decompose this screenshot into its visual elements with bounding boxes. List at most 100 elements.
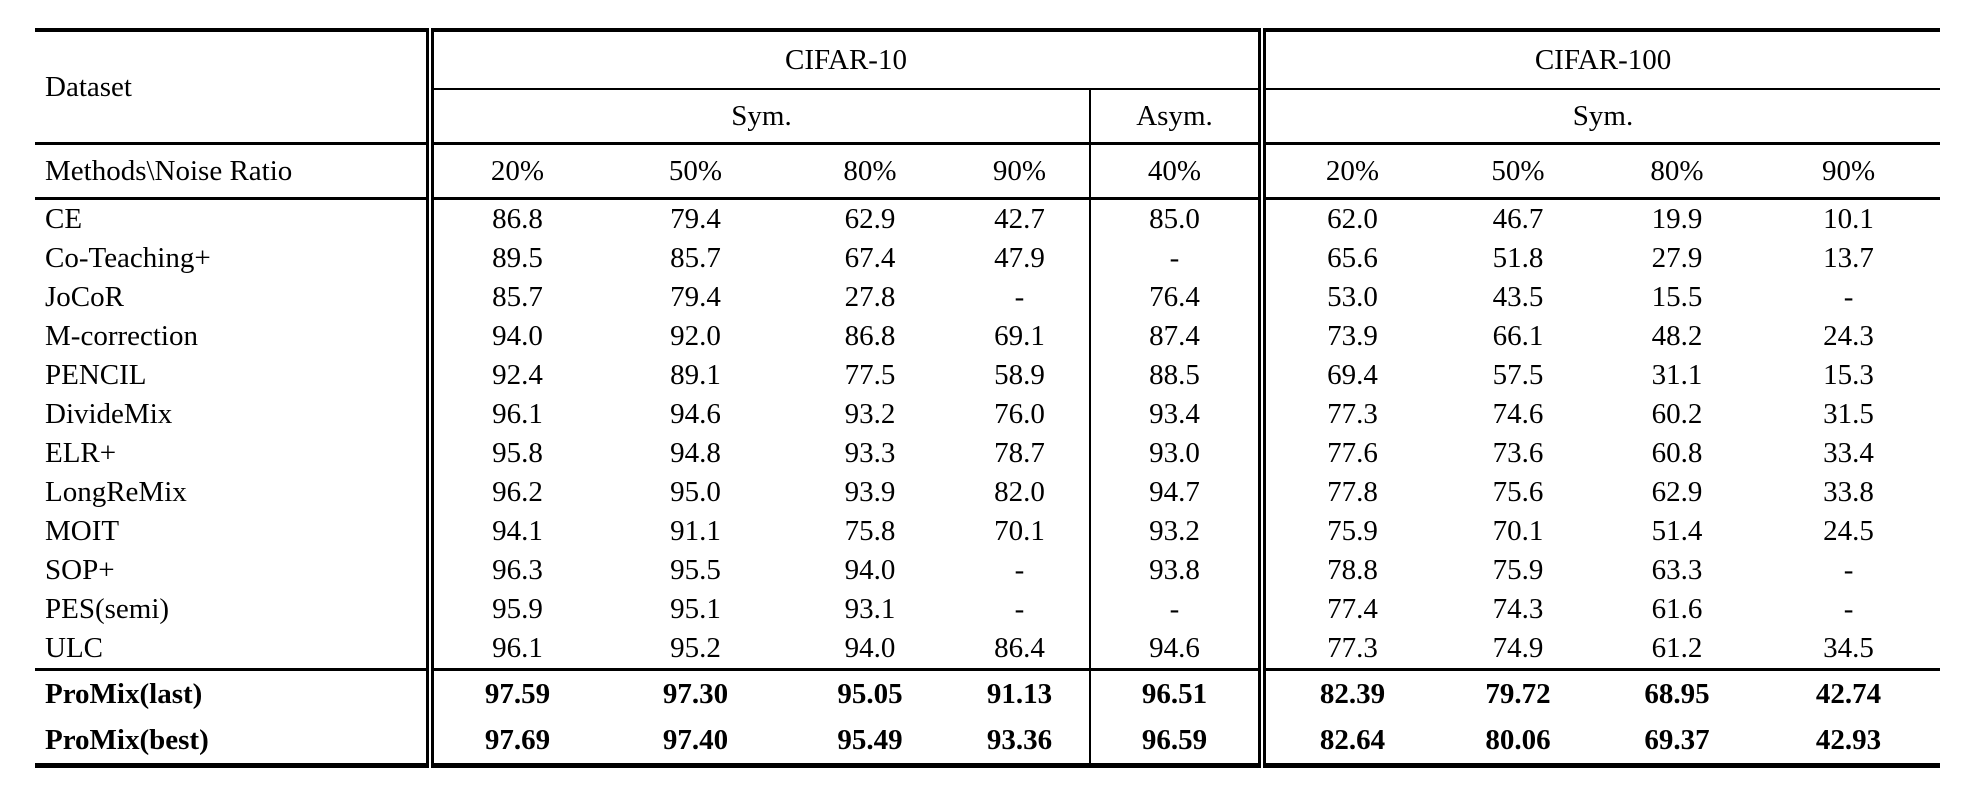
value-cell: 87.4 bbox=[1089, 317, 1262, 356]
value-cell: 61.2 bbox=[1651, 632, 1703, 664]
method-result-row: PENCIL 92.4 89.1 77.5 58.9 88.5 69.4 57.5 31.1 15… bbox=[35, 356, 1940, 395]
method-result-row: MOIT 94.1 91.1 75.8 70.1 93.2 75.9 70.1 51.4 24.5 bbox=[35, 512, 1940, 551]
methods-noise-ratio-label: Methods\Noise Ratio bbox=[35, 143, 430, 200]
value-cell: 48.2 bbox=[1651, 320, 1703, 352]
method-name-cell: JoCoR bbox=[45, 281, 124, 313]
value-cell: 95.49 bbox=[837, 723, 903, 756]
value-cell: 85.0 bbox=[1089, 198, 1262, 239]
value-cell: 94.7 bbox=[1089, 473, 1262, 512]
value-cell: 77.8 bbox=[1258, 473, 1439, 512]
value-cell: 96.59 bbox=[1089, 717, 1262, 766]
value-cell: 75.9 bbox=[1258, 512, 1439, 551]
value-cell: - bbox=[1014, 593, 1025, 625]
value-cell: 15.3 bbox=[1823, 359, 1874, 391]
value-cell: 46.7 bbox=[1492, 203, 1544, 235]
value-cell: 89.1 bbox=[670, 359, 721, 391]
value-cell: - bbox=[1089, 590, 1262, 629]
value-cell: 76.0 bbox=[994, 398, 1045, 430]
value-cell: 24.5 bbox=[1823, 515, 1874, 547]
value-cell: - bbox=[1843, 554, 1854, 586]
value-cell: 92.4 bbox=[426, 356, 601, 395]
value-cell: 95.1 bbox=[670, 593, 721, 625]
value-cell: 75.9 bbox=[1492, 554, 1544, 586]
header-row-datasets: Dataset CIFAR-10 CIFAR-100 bbox=[35, 30, 1941, 145]
method-result-row: PES(semi) 95.9 95.1 93.1- -77.4 74.3 61.6- bbox=[35, 590, 1940, 629]
value-cell: 75.6 bbox=[1492, 476, 1544, 508]
value-cell: 94.6 bbox=[670, 398, 721, 430]
value-cell: 31.5 bbox=[1823, 398, 1874, 430]
value-cell: 79.4 bbox=[670, 281, 721, 313]
method-name-cell: SOP+ bbox=[45, 554, 115, 586]
value-cell: 63.3 bbox=[1651, 554, 1703, 586]
value-cell: 95.0 bbox=[670, 476, 721, 508]
value-cell: 27.9 bbox=[1651, 242, 1703, 274]
subgroup-cifar10-sym: Sym. bbox=[426, 89, 1090, 145]
value-cell: 78.8 bbox=[1258, 551, 1439, 590]
value-cell: 77.5 bbox=[844, 359, 896, 391]
method-result-row: SOP+ 96.3 95.5 94.0 - 93.8 78.8 75.9 63.3 - bbox=[35, 551, 1940, 590]
value-cell: 77.6 bbox=[1258, 434, 1439, 473]
value-cell: 73.9 bbox=[1258, 317, 1439, 356]
method-result-row: LongReMix 96.2 95.0 93.9 82.0 94.7 77.8 75.6 62.… bbox=[35, 473, 1940, 512]
method-name-cell: MOIT bbox=[45, 515, 120, 547]
value-cell: 10.1 bbox=[1823, 203, 1874, 235]
value-cell: 93.9 bbox=[844, 476, 896, 508]
value-cell: 96.1 bbox=[426, 395, 601, 434]
value-cell: 94.0 bbox=[844, 554, 896, 586]
value-cell: 70.1 bbox=[994, 515, 1045, 547]
value-cell: 94.6 bbox=[1089, 629, 1262, 670]
value-cell: 94.8 bbox=[670, 437, 721, 469]
noise-ratio-c10-20: 20% bbox=[426, 143, 601, 200]
value-cell: 74.6 bbox=[1492, 398, 1544, 430]
value-cell: 93.8 bbox=[1089, 551, 1262, 590]
method-result-row: DivideMix 96.1 94.6 93.2 76.0 93.4 77.3 74.6 60.… bbox=[35, 395, 1940, 434]
value-cell: 61.6 bbox=[1651, 593, 1703, 625]
value-cell: 51.8 bbox=[1492, 242, 1544, 274]
value-cell: 51.4 bbox=[1651, 515, 1703, 547]
header-row-noise-ratios: Methods\Noise Ratio 20% 50% 80% 90% 40% … bbox=[35, 143, 1941, 200]
value-cell: 33.4 bbox=[1823, 437, 1874, 469]
value-cell: 93.3 bbox=[844, 437, 896, 469]
value-cell: 86.8 bbox=[426, 198, 601, 239]
method-name-cell: M-correction bbox=[45, 320, 198, 352]
value-cell: 93.2 bbox=[844, 398, 896, 430]
noise-ratio-c10-50: 50% bbox=[601, 143, 790, 200]
method-name-cell: PES(semi) bbox=[45, 593, 170, 625]
value-cell: 27.8 bbox=[844, 281, 896, 313]
method-name-cell: LongReMix bbox=[45, 476, 187, 508]
value-cell: 57.5 bbox=[1492, 359, 1544, 391]
value-cell: 58.9 bbox=[994, 359, 1045, 391]
value-cell: 97.69 bbox=[426, 717, 601, 766]
value-cell: 82.64 bbox=[1258, 717, 1439, 766]
value-cell: - bbox=[1843, 281, 1854, 313]
group-header-cifar10: CIFAR-10 bbox=[426, 30, 1262, 90]
value-cell: 69.4 bbox=[1258, 356, 1439, 395]
value-cell: 43.5 bbox=[1492, 281, 1544, 313]
method-name-cell: ULC bbox=[45, 632, 103, 664]
value-cell: 89.5 bbox=[426, 239, 601, 278]
noise-ratio-c100-90: 90% bbox=[1757, 143, 1941, 200]
value-cell: 73.6 bbox=[1492, 437, 1544, 469]
dataset-header-label: Dataset bbox=[35, 30, 430, 145]
method-name-cell: ProMix(best) bbox=[45, 723, 209, 756]
results-table: Dataset CIFAR-10 CIFAR-100 Sym. Asym. Sy… bbox=[35, 28, 1941, 768]
value-cell: 33.8 bbox=[1823, 476, 1874, 508]
method-result-row: ULC 96.1 95.2 94.0 86.4 94.6 77.3 74.9 61.2 34.5 bbox=[35, 629, 1940, 670]
method-result-row: Co-Teaching+ 89.5 85.7 67.4 47.9 -65.6 51.8 27.… bbox=[35, 239, 1940, 278]
value-cell: 15.5 bbox=[1651, 281, 1703, 313]
value-cell: 62.9 bbox=[1651, 476, 1703, 508]
value-cell: 74.3 bbox=[1492, 593, 1544, 625]
value-cell: 24.3 bbox=[1823, 320, 1874, 352]
value-cell: 65.6 bbox=[1258, 239, 1439, 278]
value-cell: 86.8 bbox=[844, 320, 896, 352]
value-cell: 69.37 bbox=[1644, 723, 1710, 756]
value-cell: 42.7 bbox=[994, 203, 1045, 235]
value-cell: 62.0 bbox=[1258, 198, 1439, 239]
value-cell: - bbox=[1014, 554, 1025, 586]
method-result-row: JoCoR 85.7 79.4 27.8 - 76.4 53.0 43.5 15.5 - bbox=[35, 278, 1940, 317]
value-cell: 82.39 bbox=[1258, 668, 1439, 717]
subgroup-cifar100-sym: Sym. bbox=[1257, 89, 1941, 145]
value-cell: 92.0 bbox=[670, 320, 721, 352]
value-cell: 70.1 bbox=[1492, 515, 1544, 547]
